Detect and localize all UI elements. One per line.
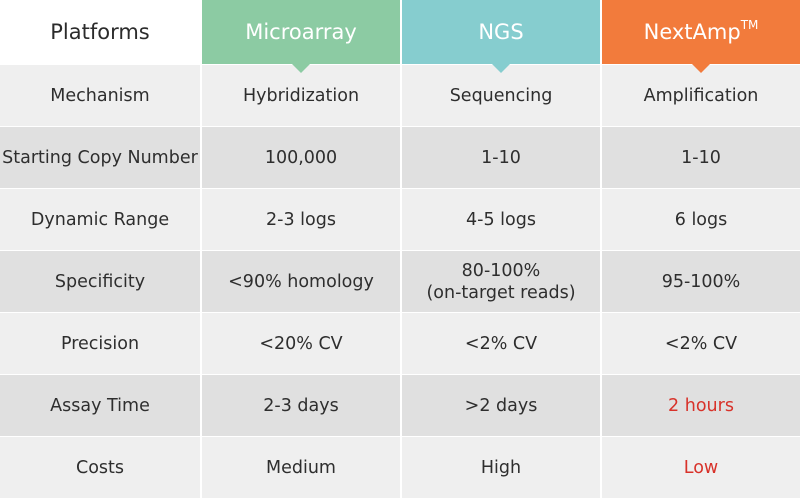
microarray-cell: Hybridization (200, 65, 400, 126)
microarray-header: Microarray (200, 0, 400, 73)
ngs-header: NGS (400, 0, 600, 73)
nextamp-cell: 95-100% (600, 251, 800, 312)
platforms-header: Platforms (0, 0, 200, 64)
ngs-cell: 80-100% (on-target reads) (400, 251, 600, 312)
trademark-mark: TM (740, 18, 759, 32)
microarray-cell: <20% CV (200, 313, 400, 374)
table-row: Costs Medium High Low (0, 436, 800, 498)
nextamp-cell: Amplification (600, 65, 800, 126)
table-row: Dynamic Range 2-3 logs 4-5 logs 6 logs (0, 188, 800, 250)
row-label: Assay Time (50, 395, 150, 416)
nextamp-cell: 2 hours (600, 375, 800, 436)
nextamp-cell: 1-10 (600, 127, 800, 188)
table-row: Assay Time 2-3 days >2 days 2 hours (0, 374, 800, 436)
nextamp-label: NextAmpTM (643, 18, 759, 44)
microarray-cell: Medium (200, 437, 400, 498)
header-pointer (292, 64, 310, 73)
nextamp-cell: <2% CV (600, 313, 800, 374)
ngs-cell: High (400, 437, 600, 498)
microarray-cell: 2-3 logs (200, 189, 400, 250)
ngs-cell: >2 days (400, 375, 600, 436)
row-label: Mechanism (50, 85, 150, 106)
table-row: Specificity <90% homology 80-100% (on-ta… (0, 250, 800, 312)
ngs-cell: 4-5 logs (400, 189, 600, 250)
nextamp-cell: 6 logs (600, 189, 800, 250)
row-label: Costs (75, 457, 125, 478)
row-label: Starting Copy Number (2, 147, 198, 168)
table-row: Mechanism Hybridization Sequencing Ampli… (0, 64, 800, 126)
ngs-cell: Sequencing (400, 65, 600, 126)
platforms-label: Platforms (50, 20, 150, 44)
nextamp-cell: Low (600, 437, 800, 498)
microarray-cell: 2-3 days (200, 375, 400, 436)
microarray-cell: <90% homology (200, 251, 400, 312)
microarray-cell: 100,000 (200, 127, 400, 188)
table-row: Starting Copy Number 100,000 1-10 1-10 (0, 126, 800, 188)
nextamp-header: NextAmpTM (600, 0, 800, 73)
microarray-label: Microarray (245, 20, 357, 44)
header-pointer (492, 64, 510, 73)
row-label: Precision (60, 333, 140, 354)
ngs-cell: <2% CV (400, 313, 600, 374)
row-label: Specificity (54, 271, 146, 292)
table-row: Precision <20% CV <2% CV <2% CV (0, 312, 800, 374)
table-header: Platforms Microarray NGS NextAmpTM (0, 0, 800, 73)
header-pointer (692, 64, 710, 73)
nextamp-name: NextAmp (643, 20, 741, 44)
row-label: Dynamic Range (30, 209, 170, 230)
ngs-label: NGS (478, 20, 524, 44)
ngs-cell: 1-10 (400, 127, 600, 188)
